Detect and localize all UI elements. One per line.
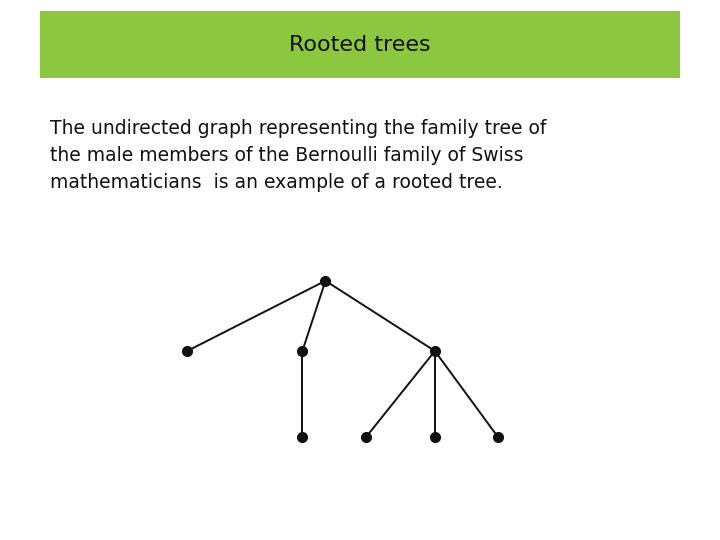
Text: The undirected graph representing the family tree of
the male members of the Ber: The undirected graph representing the fa… (50, 119, 546, 192)
Text: Rooted trees: Rooted trees (289, 35, 431, 55)
